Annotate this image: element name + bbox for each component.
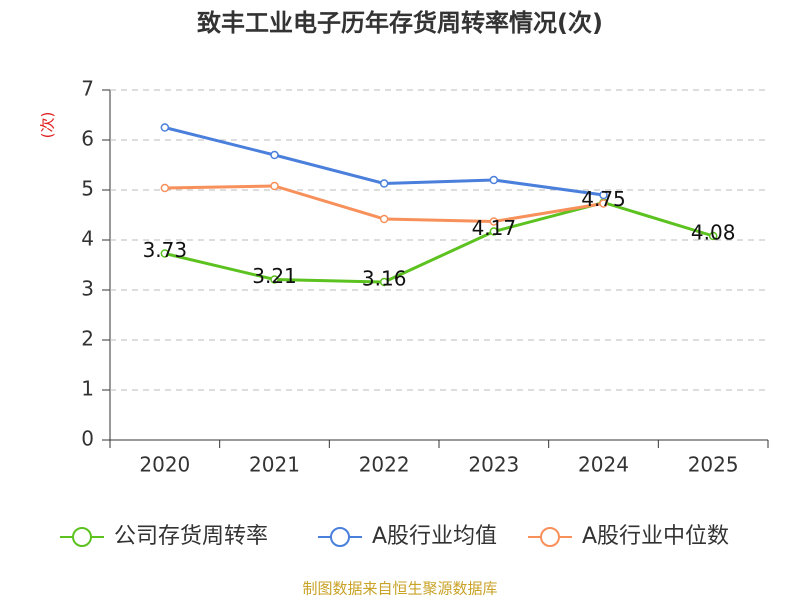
- data-label: 4.08: [691, 221, 736, 245]
- y-axis-label: (次): [39, 112, 57, 139]
- x-tick-label: 2025: [688, 453, 739, 477]
- data-point: [599, 190, 608, 200]
- y-tick-label: 0: [81, 427, 94, 451]
- data-point: [708, 231, 718, 241]
- y-tick-label: 4: [81, 227, 94, 251]
- data-point: [599, 199, 608, 208]
- legend-label: A股行业中位数: [582, 524, 729, 549]
- y-tick-label: 1: [81, 377, 94, 401]
- data-point: [379, 214, 389, 224]
- y-tick-label: 3: [81, 277, 94, 301]
- data-label: 3.73: [143, 238, 188, 262]
- y-tick-label: 6: [81, 127, 94, 151]
- x-tick-label: 2023: [468, 453, 519, 477]
- legend-marker: [540, 527, 560, 547]
- data-label: 4.75: [581, 187, 626, 211]
- data-point: [489, 175, 499, 185]
- y-tick-label: 7: [81, 77, 94, 101]
- data-point: [489, 227, 499, 236]
- legend-label: A股行业均值: [372, 524, 497, 549]
- x-tick-label: 2020: [139, 453, 190, 477]
- data-point: [160, 183, 170, 193]
- data-label: 3.21: [252, 264, 297, 288]
- x-tick-label: 2022: [359, 453, 410, 477]
- data-point: [160, 249, 170, 258]
- y-tick-label: 5: [81, 177, 94, 201]
- data-point: [270, 181, 279, 191]
- chart-title: 致丰工业电子历年存货周转率情况(次): [197, 9, 603, 37]
- legend-label: 公司存货周转率: [114, 524, 268, 549]
- data-point: [379, 277, 389, 287]
- x-tick-label: 2021: [249, 453, 300, 477]
- legend-marker: [72, 527, 92, 547]
- x-tick-label: 2024: [578, 453, 629, 477]
- source-note: 制图数据来自恒生聚源数据库: [302, 580, 497, 598]
- series-line: [164, 200, 714, 284]
- data-point: [489, 217, 499, 226]
- data-label: 3.16: [362, 267, 407, 291]
- y-tick-label: 2: [81, 327, 94, 351]
- data-point: [379, 179, 389, 188]
- data-point: [160, 123, 170, 132]
- data-point: [270, 275, 279, 284]
- data-point: [270, 150, 279, 160]
- data-label: 4.17: [472, 216, 517, 240]
- legend-marker: [330, 527, 350, 547]
